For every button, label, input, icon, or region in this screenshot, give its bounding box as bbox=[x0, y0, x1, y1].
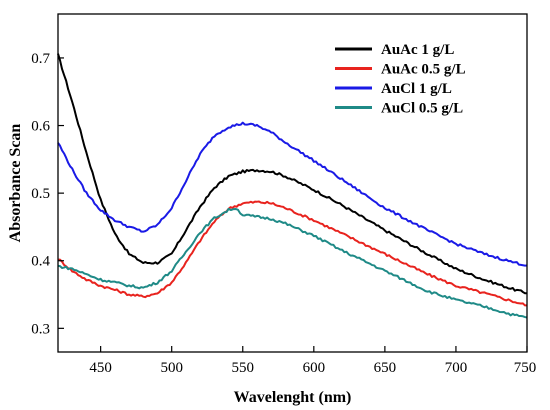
x-tick-label: 600 bbox=[303, 360, 326, 376]
series-layer bbox=[57, 53, 528, 319]
ticks-layer: 450 500 550 600 650 700 750 0.3 0.4 0.5 0.6 0.7 bbox=[31, 51, 536, 376]
y-tick-label: 0.5 bbox=[31, 186, 50, 202]
x-tick-label: 550 bbox=[232, 360, 255, 376]
y-axis-title: Absorbance Scan bbox=[7, 124, 24, 243]
x-tick-label: 700 bbox=[445, 360, 468, 376]
series-line-3 bbox=[57, 121, 528, 267]
legend-label: AuAc 1 g/L bbox=[381, 42, 454, 58]
x-tick-label: 500 bbox=[160, 360, 183, 376]
legend-label: AuCl 0.5 g/L bbox=[381, 101, 463, 117]
series-line-2 bbox=[57, 200, 528, 307]
x-tick-label: 750 bbox=[514, 360, 537, 376]
x-axis-title: Wavelenght (nm) bbox=[234, 389, 352, 406]
y-tick-label: 0.7 bbox=[31, 51, 50, 67]
series-line-1 bbox=[57, 53, 528, 295]
legend-label: AuCl 1 g/L bbox=[381, 81, 452, 97]
legend: AuAc 1 g/L AuAc 0.5 g/L AuCl 1 g/L AuCl 0.5… bbox=[335, 42, 466, 117]
x-tick-label: 450 bbox=[89, 360, 112, 376]
plot-frame bbox=[57, 13, 528, 353]
x-tick-label: 650 bbox=[374, 360, 397, 376]
y-tick-label: 0.3 bbox=[31, 321, 50, 337]
y-tick-label: 0.4 bbox=[31, 254, 50, 270]
y-tick-label: 0.6 bbox=[31, 119, 50, 135]
legend-label: AuAc 0.5 g/L bbox=[381, 62, 466, 78]
series-line-4 bbox=[57, 207, 528, 319]
